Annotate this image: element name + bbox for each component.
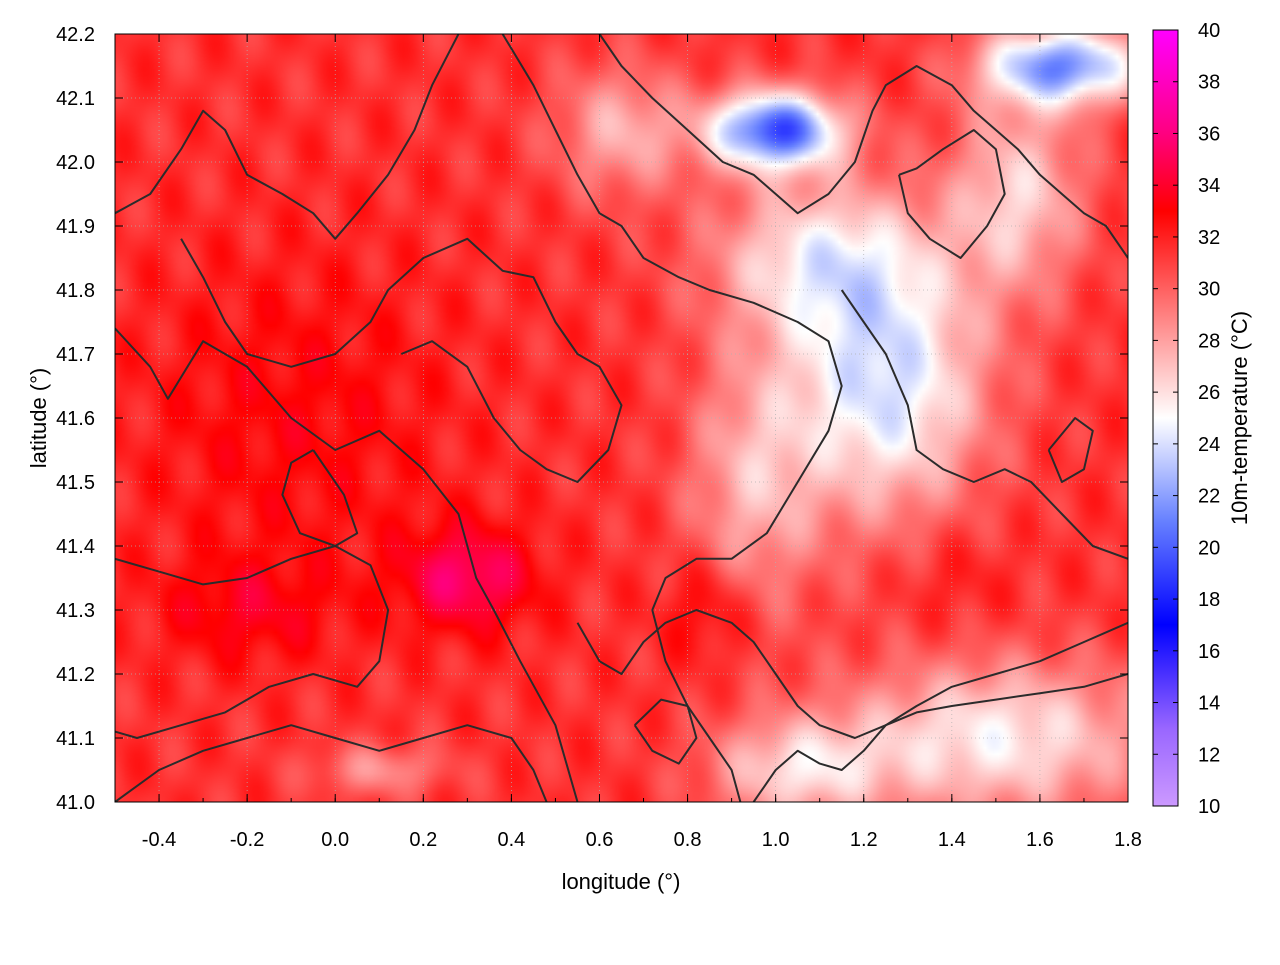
y-axis-label: latitude (°) xyxy=(26,368,51,469)
x-tick-label: 1.0 xyxy=(762,829,790,851)
y-tick-label: 41.4 xyxy=(56,536,95,558)
contour-3-line xyxy=(115,34,460,240)
colorbar-tick-label: 30 xyxy=(1198,279,1220,301)
contour-13-line xyxy=(281,449,359,547)
contour-1-line xyxy=(115,327,579,802)
colorbar-tick-label: 12 xyxy=(1198,744,1220,766)
y-tick-label: 41.1 xyxy=(56,728,95,750)
contour-4-line xyxy=(180,237,623,483)
x-tick-label: 0.0 xyxy=(321,829,349,851)
y-tick-label: 42.1 xyxy=(56,88,95,110)
x-tick-label: -0.4 xyxy=(142,829,176,851)
x-tick-label: 0.2 xyxy=(409,829,437,851)
x-tick-label: 0.4 xyxy=(497,829,525,851)
colorbar-tick-label: 18 xyxy=(1198,589,1220,611)
colorbar-tick-label: 24 xyxy=(1198,434,1220,456)
temperature-heatmap xyxy=(115,34,1128,802)
x-tick-label: 0.8 xyxy=(674,829,702,851)
colorbar-tick-label: 16 xyxy=(1198,641,1220,663)
heatmap-image xyxy=(115,34,1128,802)
y-tick-label: 42.2 xyxy=(56,24,95,46)
contour-11-line xyxy=(115,724,548,802)
y-tick-label: 41.7 xyxy=(56,344,95,366)
contour-7-line xyxy=(898,129,1006,259)
colorbar: 10 12 14 16 18 20 22 24 26 28 30 32 34 36 38 40 xyxy=(1152,20,1220,818)
colorbar-tick-label: 22 xyxy=(1198,486,1220,508)
y-tick-label: 41.3 xyxy=(56,600,95,622)
contour-14-line xyxy=(633,698,698,765)
colorbar-label: 10m-temperature (°C) xyxy=(1227,311,1252,525)
grid-lines xyxy=(115,34,1128,802)
contour-12-line xyxy=(1047,417,1094,483)
colorbar-scale xyxy=(1152,29,1179,807)
contour-2-line xyxy=(115,545,390,739)
y-tick-label: 42.0 xyxy=(56,152,95,174)
x-tick-label: 0.6 xyxy=(586,829,614,851)
x-tick-label: -0.2 xyxy=(230,829,264,851)
contour-lines xyxy=(115,34,1128,802)
colorbar-tick-label: 32 xyxy=(1198,227,1220,249)
y-tick-label: 41.5 xyxy=(56,472,95,494)
colorbar-tick-label: 20 xyxy=(1198,537,1220,559)
colorbar-tick-label: 40 xyxy=(1198,20,1220,42)
x-tick-label: 1.6 xyxy=(1026,829,1054,851)
contour-5-line xyxy=(501,34,843,802)
axis-ticks: -0.4 -0.2 0.0 0.2 0.4 0.6 0.8 1.0 1.2 1.4 1.6 1.8 41… xyxy=(56,24,1142,851)
contour-6-line xyxy=(598,34,1128,259)
y-tick-label: 41.2 xyxy=(56,664,95,686)
colorbar-tick-label: 38 xyxy=(1198,72,1220,94)
colorbar-tick-label: 14 xyxy=(1198,693,1220,715)
colorbar-tick-label: 26 xyxy=(1198,382,1220,404)
contour-8-line xyxy=(840,289,1128,560)
colorbar-tick-label: 10 xyxy=(1198,796,1220,818)
contour-9-line xyxy=(576,609,1128,739)
x-tick-label: 1.8 xyxy=(1114,829,1142,851)
colorbar-tick-label: 34 xyxy=(1198,175,1220,197)
contour-10-line xyxy=(752,673,1128,802)
colorbar-tick-label: 36 xyxy=(1198,123,1220,145)
colorbar-tick-label: 28 xyxy=(1198,330,1220,352)
y-tick-label: 41.8 xyxy=(56,280,95,302)
y-tick-label: 41.9 xyxy=(56,216,95,238)
x-tick-label: 1.4 xyxy=(938,829,966,851)
y-tick-label: 41.0 xyxy=(56,792,95,814)
y-tick-label: 41.6 xyxy=(56,408,95,430)
x-axis-label: longitude (°) xyxy=(562,869,681,894)
x-tick-label: 1.2 xyxy=(850,829,878,851)
